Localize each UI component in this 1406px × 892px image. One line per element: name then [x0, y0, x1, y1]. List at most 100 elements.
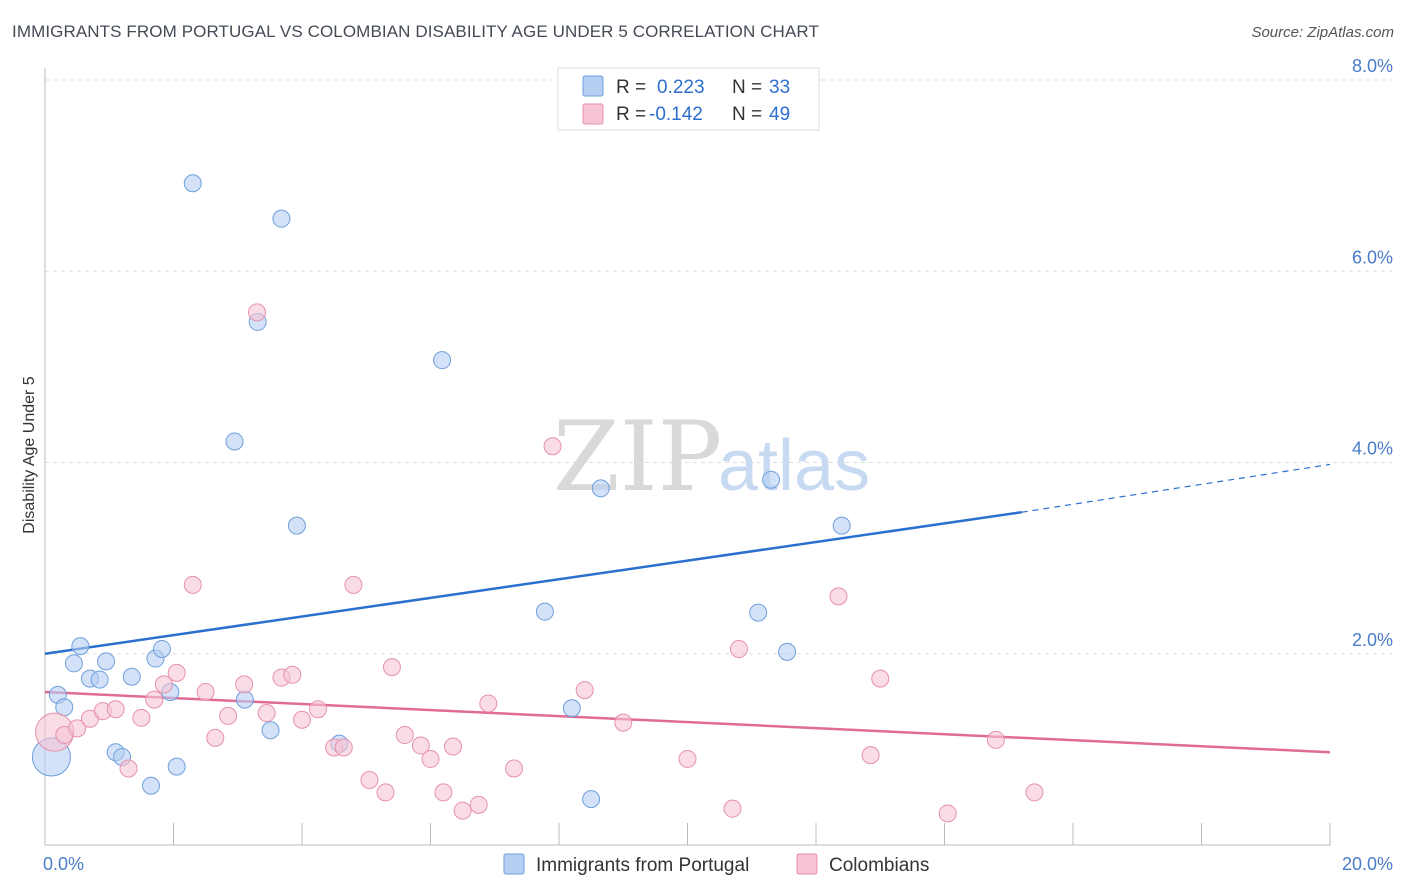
data-point-portugal: [183, 174, 202, 193]
data-point-colombians: [183, 575, 202, 594]
data-point-portugal: [762, 470, 781, 489]
data-point-colombians: [68, 719, 87, 738]
y-tick-label: 8.0%: [1352, 56, 1393, 76]
data-point-colombians: [248, 303, 267, 322]
legend-r-value-colombians: -0.142: [649, 104, 703, 125]
data-point-portugal: [535, 602, 554, 621]
data-point-colombians: [344, 575, 363, 594]
x-tick-labels: 0.0% 20.0%: [43, 854, 1393, 874]
data-point-colombians: [861, 746, 880, 765]
legend-box: R = 0.223 N = 33 R = -0.142 N = 49: [557, 67, 820, 131]
data-point-portugal: [433, 351, 452, 370]
data-point-colombians: [469, 795, 488, 814]
data-point-portugal: [167, 757, 186, 776]
data-point-colombians: [871, 669, 890, 688]
data-point-portugal: [749, 603, 768, 622]
data-point-colombians: [614, 713, 633, 732]
data-points: [31, 174, 1044, 823]
data-point-colombians: [293, 710, 311, 729]
data-point-colombians: [154, 675, 173, 694]
legend-n-label-portugal: N =: [732, 77, 762, 98]
chart-title: IMMIGRANTS FROM PORTUGAL VS COLOMBIAN DI…: [12, 22, 819, 41]
data-point-colombians: [235, 675, 254, 694]
trendline-colombians: [44, 690, 1331, 754]
data-point-colombians: [206, 728, 225, 747]
data-point-colombians: [829, 587, 848, 606]
trendline-extension-portugal: [1021, 463, 1331, 513]
data-point-colombians: [196, 683, 215, 701]
data-point-colombians: [145, 690, 164, 709]
data-point-colombians: [443, 737, 462, 756]
data-point-portugal: [97, 652, 116, 671]
data-point-portugal: [90, 670, 109, 689]
data-point-portugal: [71, 637, 90, 656]
data-point-colombians: [219, 706, 238, 725]
data-point-portugal: [142, 776, 161, 795]
legend-n-value-portugal: 33: [769, 77, 790, 98]
y-axis-label: Disability Age Under 5: [21, 376, 38, 534]
watermark-atlas: atlas: [718, 426, 870, 506]
bottom-legend-label-portugal: Immigrants from Portugal: [536, 855, 749, 876]
x-tick-label: 20.0%: [1342, 854, 1393, 874]
data-point-portugal: [225, 432, 244, 451]
data-point-colombians: [382, 658, 401, 677]
data-point-portugal: [832, 516, 851, 535]
trendline-portugal: [44, 510, 1022, 655]
data-point-colombians: [283, 665, 302, 684]
bottom-legend: Immigrants from Portugal Colombians: [503, 853, 929, 876]
data-point-portugal: [152, 639, 171, 658]
data-point-colombians: [334, 738, 353, 757]
legend-r-label-portugal: R =: [616, 77, 646, 98]
gridlines: [45, 79, 1392, 655]
data-point-colombians: [421, 749, 440, 768]
y-tick-label: 6.0%: [1352, 247, 1393, 267]
data-point-colombians: [678, 749, 697, 768]
data-point-colombians: [119, 759, 138, 778]
data-point-colombians: [479, 694, 498, 713]
legend-n-label-colombians: N =: [732, 104, 762, 125]
legend-swatch-portugal: [582, 75, 604, 97]
data-point-colombians: [543, 437, 562, 456]
bottom-legend-swatch-portugal: [503, 853, 525, 875]
data-point-colombians: [938, 804, 957, 823]
trendlines: [44, 463, 1331, 754]
data-point-colombians: [309, 700, 328, 719]
y-tick-labels: 2.0% 4.0% 6.0% 8.0%: [1352, 56, 1393, 650]
data-point-colombians: [411, 736, 430, 755]
bottom-legend-label-colombians: Colombians: [829, 855, 929, 876]
data-point-portugal: [287, 516, 306, 535]
data-point-colombians: [395, 726, 414, 745]
data-point-portugal: [562, 699, 581, 718]
bottom-legend-swatch-colombians: [796, 853, 818, 875]
data-point-colombians: [257, 704, 276, 723]
data-point-colombians: [132, 708, 151, 727]
data-point-portugal: [591, 479, 610, 498]
data-point-colombians: [723, 799, 742, 818]
legend-n-value-colombians: 49: [769, 104, 790, 125]
data-point-portugal: [64, 654, 83, 673]
axes: [44, 68, 1331, 846]
data-point-colombians: [360, 770, 379, 789]
data-point-portugal: [122, 667, 141, 686]
data-point-portugal: [778, 642, 797, 661]
data-point-portugal: [272, 209, 291, 228]
data-point-colombians: [575, 681, 594, 700]
legend-swatch-colombians: [582, 103, 604, 125]
source-credit: Source: ZipAtlas.com: [1251, 24, 1394, 41]
data-point-colombians: [505, 759, 524, 778]
data-point-colombians: [1025, 783, 1044, 802]
data-point-colombians: [729, 639, 748, 658]
y-tick-label: 4.0%: [1352, 439, 1393, 459]
watermark-zip: ZIP: [553, 401, 722, 513]
legend-r-value-portugal: 0.223: [657, 77, 705, 98]
data-point-colombians: [376, 783, 395, 802]
legend-r-label-colombians: R =: [616, 104, 646, 125]
data-point-colombians: [453, 801, 472, 820]
data-point-colombians: [106, 700, 125, 719]
data-point-colombians: [986, 730, 1005, 749]
data-point-portugal: [261, 721, 280, 740]
x-tick-label: 0.0%: [43, 854, 84, 874]
data-point-colombians: [434, 783, 453, 802]
data-point-portugal: [235, 690, 254, 709]
